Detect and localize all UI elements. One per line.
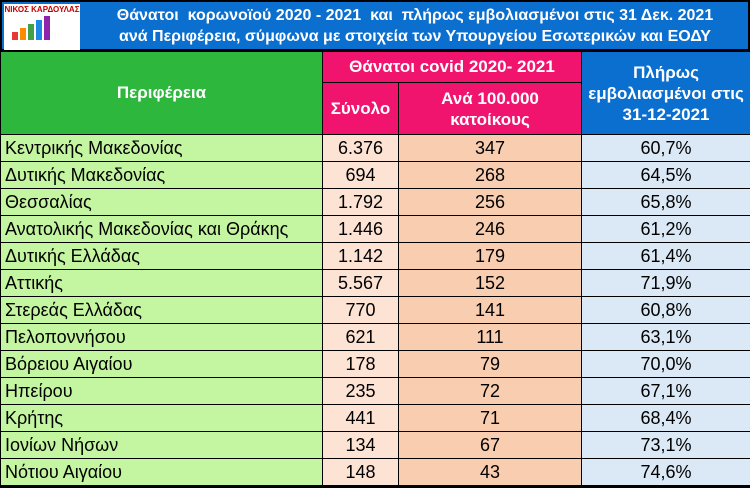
vaccinated-cell: 61,4% bbox=[581, 242, 750, 270]
vaccinated-cell: 60,8% bbox=[581, 296, 750, 324]
region-cell: Νότιου Αιγαίου bbox=[0, 458, 323, 486]
per100k-cell: 43 bbox=[397, 458, 583, 486]
logo-name: ΝΙΚΟΣ ΚΑΡΔΟΥΛΑΣ bbox=[4, 5, 80, 14]
total-cell: 148 bbox=[322, 458, 399, 486]
total-cell: 6.376 bbox=[322, 134, 399, 162]
region-cell: Στερεάς Ελλάδας bbox=[0, 296, 323, 324]
header-total: Σύνολο bbox=[322, 82, 399, 135]
table-body: Κεντρικής Μακεδονίας 6.376 347 60,7% Δυτικής… bbox=[0, 134, 750, 486]
region-cell: Αττικής bbox=[0, 269, 323, 297]
header-deaths: Θάνατοι covid 2020- 2021 bbox=[321, 51, 583, 83]
table-row: Κρήτης 441 71 68,4% bbox=[0, 404, 750, 432]
table-row: Ηπείρου 235 72 67,1% bbox=[0, 377, 750, 405]
vaccinated-cell: 64,5% bbox=[581, 161, 750, 189]
table-row: Στερεάς Ελλάδας 770 141 60,8% bbox=[0, 296, 750, 324]
header-per100k: Ανά 100.000 κατοίκους bbox=[397, 82, 583, 135]
per100k-cell: 111 bbox=[397, 323, 583, 351]
per100k-cell: 67 bbox=[397, 431, 583, 459]
header-vaccinated: Πλήρως εμβολιασμένοι στις 31-12-2021 bbox=[581, 51, 750, 135]
table-row: Κεντρικής Μακεδονίας 6.376 347 60,7% bbox=[0, 134, 750, 162]
per100k-cell: 268 bbox=[397, 161, 583, 189]
vaccinated-cell: 61,2% bbox=[581, 215, 750, 243]
region-cell: Ιονίων Νήσων bbox=[0, 431, 323, 459]
table-row: Δυτικής Μακεδονίας 694 268 64,5% bbox=[0, 161, 750, 189]
table-row: Θεσσαλίας 1.792 256 65,8% bbox=[0, 188, 750, 216]
data-table: Περιφέρεια Θάνατοι covid 2020- 2021 Πλήρ… bbox=[0, 51, 750, 486]
title-banner: ΝΙΚΟΣ ΚΑΡΔΟΥΛΑΣ Θάνατοι κορωνοϊού 2020 -… bbox=[0, 0, 750, 51]
vaccinated-cell: 74,6% bbox=[581, 458, 750, 486]
total-cell: 235 bbox=[322, 377, 399, 405]
region-cell: Ηπείρου bbox=[0, 377, 323, 405]
total-cell: 621 bbox=[322, 323, 399, 351]
region-cell: Βόρειου Αιγαίου bbox=[0, 350, 323, 378]
header-region: Περιφέρεια bbox=[0, 51, 323, 135]
region-cell: Ανατολικής Μακεδονίας και Θράκης bbox=[0, 215, 323, 243]
table-row: Ανατολικής Μακεδονίας και Θράκης 1.446 246… bbox=[0, 215, 750, 243]
region-cell: Κεντρικής Μακεδονίας bbox=[0, 134, 323, 162]
vaccinated-cell: 60,7% bbox=[581, 134, 750, 162]
per100k-cell: 347 bbox=[397, 134, 583, 162]
table-row: Δυτικής Ελλάδας 1.142 179 61,4% bbox=[0, 242, 750, 270]
table-row: Νότιου Αιγαίου 148 43 74,6% bbox=[0, 458, 750, 486]
region-cell: Πελοποννήσου bbox=[0, 323, 323, 351]
vaccinated-cell: 73,1% bbox=[581, 431, 750, 459]
subtitle: ανά Περιφέρεια, σύμφωνα με στοιχεία των … bbox=[119, 28, 711, 45]
per100k-cell: 179 bbox=[397, 242, 583, 270]
region-cell: Κρήτης bbox=[0, 404, 323, 432]
total-cell: 5.567 bbox=[322, 269, 399, 297]
total-cell: 694 bbox=[322, 161, 399, 189]
vaccinated-cell: 65,8% bbox=[581, 188, 750, 216]
per100k-cell: 71 bbox=[397, 404, 583, 432]
vaccinated-cell: 70,0% bbox=[581, 350, 750, 378]
table-row: Αττικής 5.567 152 71,9% bbox=[0, 269, 750, 297]
per100k-cell: 246 bbox=[397, 215, 583, 243]
total-cell: 770 bbox=[322, 296, 399, 324]
vaccinated-cell: 63,1% bbox=[581, 323, 750, 351]
table-row: Πελοποννήσου 621 111 63,1% bbox=[0, 323, 750, 351]
per100k-cell: 141 bbox=[397, 296, 583, 324]
total-cell: 1.446 bbox=[322, 215, 399, 243]
logo: ΝΙΚΟΣ ΚΑΡΔΟΥΛΑΣ bbox=[4, 4, 80, 50]
total-cell: 178 bbox=[322, 350, 399, 378]
total-cell: 441 bbox=[322, 404, 399, 432]
title: Θάνατοι κορωνοϊού 2020 - 2021 και πλήρως… bbox=[116, 7, 714, 24]
total-cell: 1.142 bbox=[322, 242, 399, 270]
table-row: Βόρειου Αιγαίου 178 79 70,0% bbox=[0, 350, 750, 378]
region-cell: Δυτικής Ελλάδας bbox=[0, 242, 323, 270]
total-cell: 1.792 bbox=[322, 188, 399, 216]
per100k-cell: 152 bbox=[397, 269, 583, 297]
per100k-cell: 256 bbox=[397, 188, 583, 216]
total-cell: 134 bbox=[322, 431, 399, 459]
region-cell: Δυτικής Μακεδονίας bbox=[0, 161, 323, 189]
vaccinated-cell: 68,4% bbox=[581, 404, 750, 432]
vaccinated-cell: 71,9% bbox=[581, 269, 750, 297]
per100k-cell: 72 bbox=[397, 377, 583, 405]
table-row: Ιονίων Νήσων 134 67 73,1% bbox=[0, 431, 750, 459]
vaccinated-cell: 67,1% bbox=[581, 377, 750, 405]
per100k-cell: 79 bbox=[397, 350, 583, 378]
region-cell: Θεσσαλίας bbox=[0, 188, 323, 216]
